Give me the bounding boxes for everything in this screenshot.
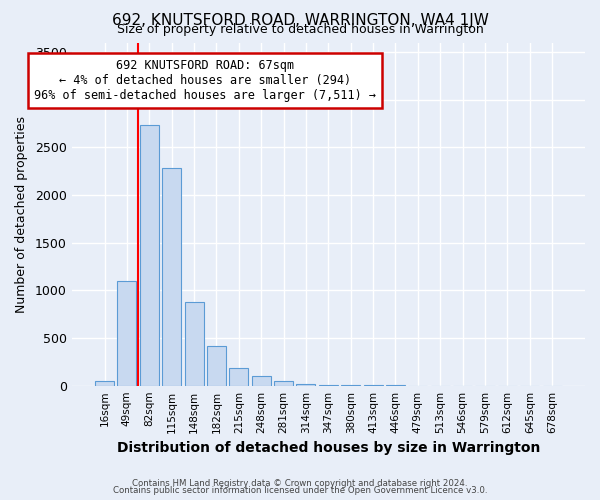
Bar	[95, 381, 114, 386]
Bar	[229, 368, 248, 386]
Bar	[140, 126, 159, 386]
Text: 692, KNUTSFORD ROAD, WARRINGTON, WA4 1JW: 692, KNUTSFORD ROAD, WARRINGTON, WA4 1JW	[112, 12, 488, 28]
Bar	[118, 281, 136, 386]
Text: Contains HM Land Registry data © Crown copyright and database right 2024.: Contains HM Land Registry data © Crown c…	[132, 478, 468, 488]
Bar	[251, 376, 271, 386]
Bar	[162, 168, 181, 386]
Bar	[185, 302, 203, 386]
Text: Contains public sector information licensed under the Open Government Licence v3: Contains public sector information licen…	[113, 486, 487, 495]
Bar	[207, 346, 226, 386]
Bar	[274, 381, 293, 386]
Text: Size of property relative to detached houses in Warrington: Size of property relative to detached ho…	[116, 24, 484, 36]
Y-axis label: Number of detached properties: Number of detached properties	[15, 116, 28, 312]
Bar	[319, 384, 338, 386]
X-axis label: Distribution of detached houses by size in Warrington: Distribution of detached houses by size …	[116, 441, 540, 455]
Bar	[296, 384, 316, 386]
Text: 692 KNUTSFORD ROAD: 67sqm
← 4% of detached houses are smaller (294)
96% of semi-: 692 KNUTSFORD ROAD: 67sqm ← 4% of detach…	[34, 58, 376, 102]
